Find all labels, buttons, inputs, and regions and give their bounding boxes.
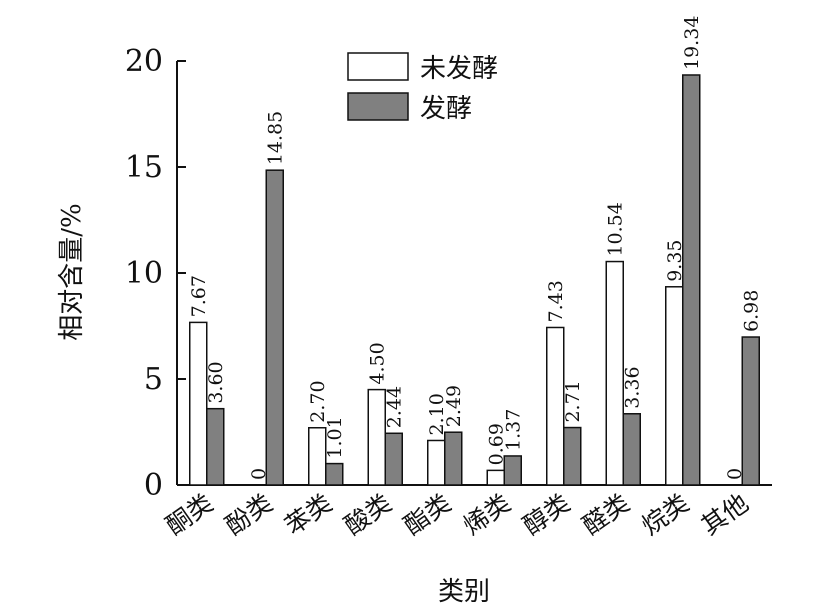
- value-label: 0.69: [486, 423, 508, 465]
- bar-unfermented: [367, 388, 386, 486]
- value-label: 4.50: [367, 342, 389, 384]
- legend: 未发酵 发酵: [347, 52, 498, 124]
- category-label: 酯类: [399, 488, 457, 540]
- category-label: 烷类: [637, 488, 695, 540]
- category-label: 醇类: [518, 488, 576, 540]
- bar-unfermented: [189, 321, 208, 486]
- category-label: 醛类: [577, 488, 635, 540]
- value-label: 1.37: [503, 409, 525, 451]
- x-axis-title: 类别: [438, 577, 490, 607]
- bar-fermented: [503, 455, 522, 486]
- value-label: 3.36: [622, 366, 644, 408]
- category-label: 烯类: [458, 488, 516, 540]
- y-axis-title: 相对含量/%: [57, 203, 87, 340]
- category-label: 酚类: [220, 488, 278, 540]
- bar-unfermented: [427, 439, 446, 486]
- category-label: 苯类: [280, 488, 338, 540]
- legend-swatch-unfermented: [347, 52, 409, 81]
- bar-unfermented: [308, 427, 327, 486]
- value-label: 19.34: [681, 16, 703, 70]
- bar-fermented: [206, 407, 225, 486]
- y-tick-label: 0: [144, 468, 163, 503]
- bar-unfermented: [665, 286, 684, 486]
- bar-unfermented: [605, 260, 624, 486]
- value-label: 0: [724, 468, 746, 480]
- value-labels-group: 7.67 3.60 0 14.85 2.701.01 4.502.44 2.102.49 0.…: [188, 16, 763, 480]
- y-axis-ticks: 0 5 10 15 20: [125, 44, 186, 503]
- legend-swatch-fermented: [347, 92, 409, 121]
- y-tick-label: 15: [125, 150, 163, 185]
- value-label: 2.71: [562, 380, 584, 422]
- value-label: 7.67: [188, 275, 210, 317]
- value-label: 0: [248, 468, 270, 480]
- category-label: 酮类: [161, 488, 219, 540]
- value-label: 2.44: [384, 386, 406, 428]
- value-label: 3.60: [205, 361, 227, 403]
- bar-fermented: [682, 74, 701, 486]
- bar-unfermented: [486, 469, 505, 486]
- bar-fermented: [622, 413, 641, 486]
- value-label: 2.70: [307, 380, 329, 422]
- value-label: 14.85: [265, 111, 287, 165]
- bar-fermented: [444, 431, 463, 486]
- bar-unfermented: [546, 326, 565, 486]
- value-label: 6.98: [741, 290, 763, 332]
- value-label: 2.49: [443, 385, 465, 427]
- value-label: 7.43: [545, 280, 567, 322]
- bar-fermented: [384, 432, 403, 486]
- value-label: 1.01: [324, 416, 346, 458]
- bar-fermented: [265, 169, 284, 486]
- y-tick-label: 5: [144, 362, 163, 397]
- category-label: 酸类: [339, 488, 397, 540]
- value-label: 9.35: [664, 239, 686, 281]
- bar-fermented: [325, 462, 344, 486]
- value-label: 10.54: [605, 202, 627, 256]
- legend-label-unfermented: 未发酵: [420, 54, 498, 84]
- bar-fermented: [563, 426, 582, 486]
- bars-group: [189, 74, 760, 486]
- y-tick-label: 20: [125, 44, 163, 79]
- bar-fermented: [741, 336, 760, 486]
- y-tick-label: 10: [125, 256, 163, 291]
- value-label: 2.10: [426, 393, 448, 435]
- category-label: 其他: [696, 488, 754, 540]
- category-labels-group: 酮类 酚类 苯类 酸类 酯类 烯类 醇类 醛类 烷类 其他: [161, 488, 754, 540]
- legend-label-fermented: 发酵: [420, 94, 472, 124]
